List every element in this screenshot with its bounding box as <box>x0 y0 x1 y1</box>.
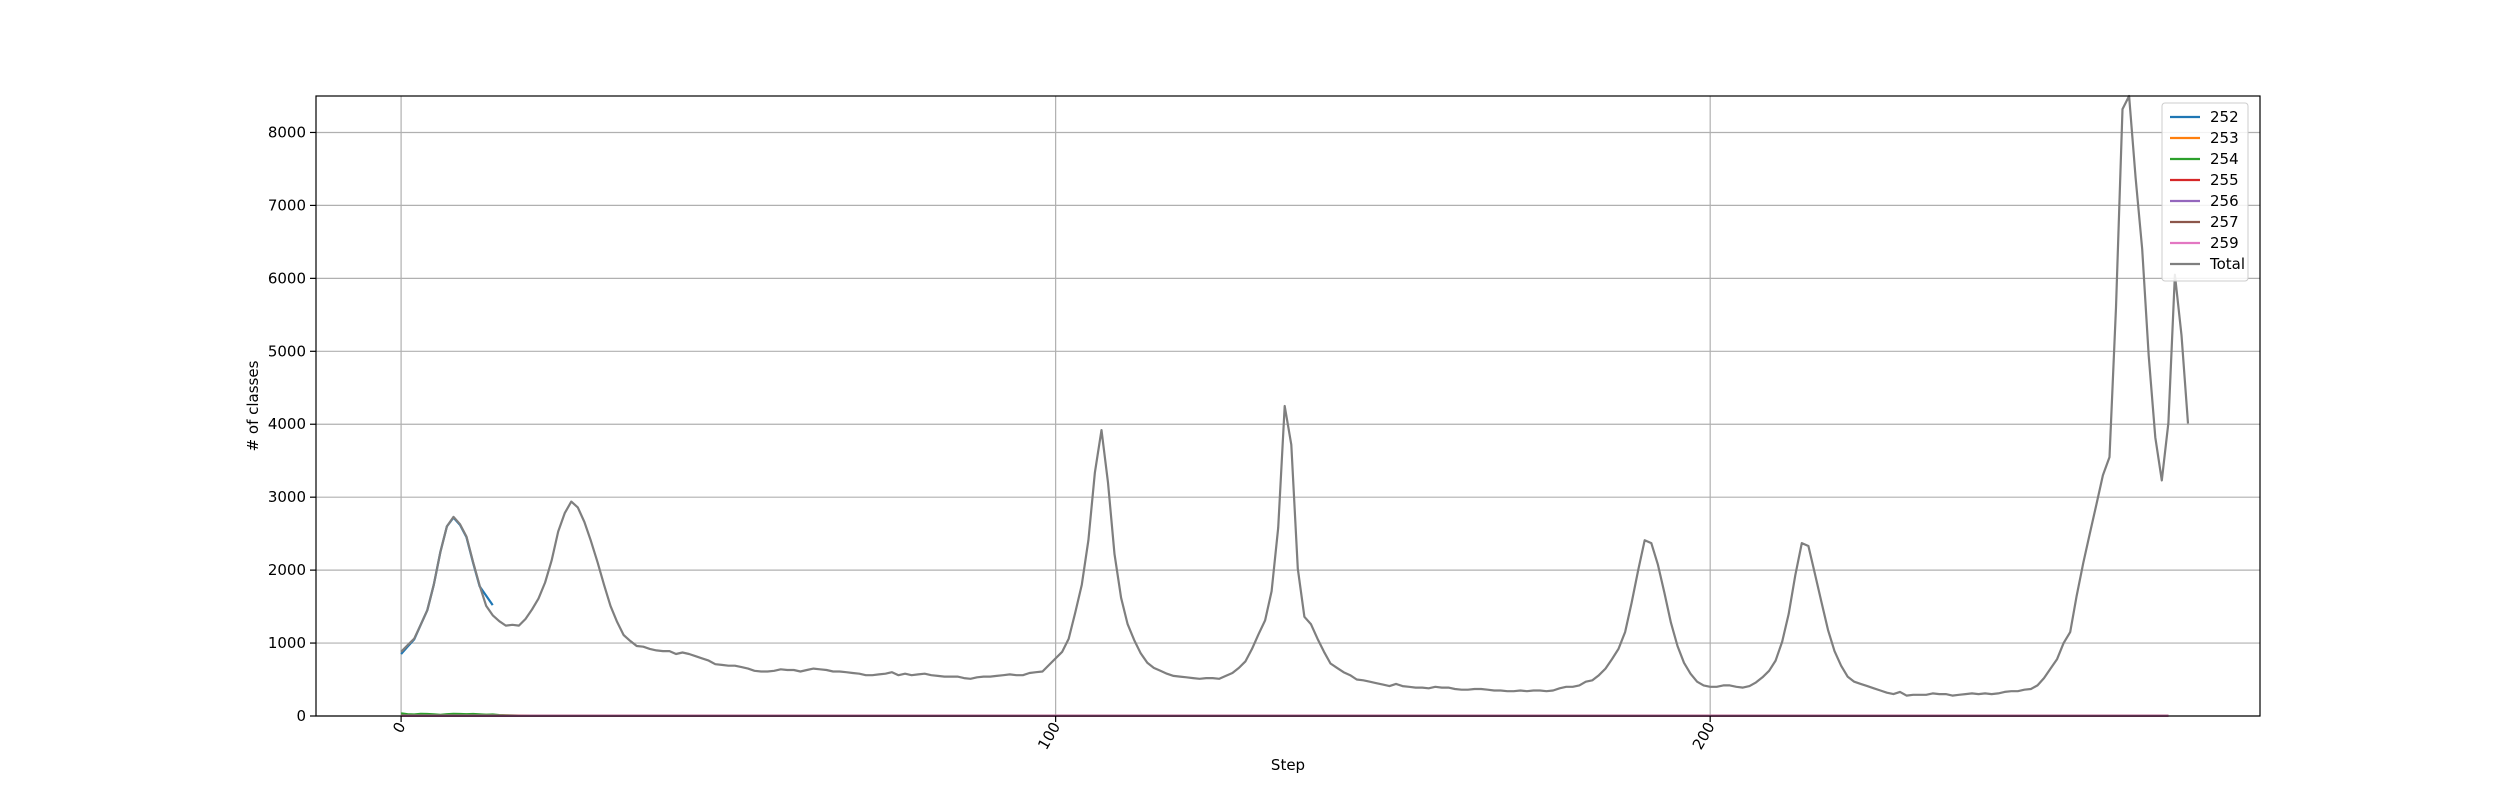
y-tick-label: 5000 <box>268 342 306 360</box>
y-tick-label: 0 <box>296 707 306 725</box>
legend-label: 255 <box>2210 171 2239 189</box>
y-tick-label: 7000 <box>268 196 306 214</box>
y-tick-label: 4000 <box>268 415 306 433</box>
plot-frame <box>315 95 2261 717</box>
y-tick-label: 2000 <box>268 561 306 579</box>
legend-label: Total <box>2209 255 2245 273</box>
y-tick-label: 1000 <box>268 634 306 652</box>
y-axis: 0 1000 2000 3000 4000 5000 6000 7000 8000 <box>268 123 316 725</box>
legend-label: 253 <box>2210 129 2239 147</box>
legend-box <box>2161 102 2249 282</box>
y-tick-label: 8000 <box>268 123 306 141</box>
legend: 252 253 254 255 256 257 259 Total <box>2161 102 2249 282</box>
legend-label: 252 <box>2210 108 2239 126</box>
y-axis-label: # of classes <box>244 360 262 451</box>
legend-label: 256 <box>2210 192 2239 210</box>
series-line-total <box>400 94 2190 697</box>
y-tick-label: 3000 <box>268 488 306 506</box>
legend-label: 259 <box>2210 234 2239 252</box>
y-tick-label: 6000 <box>268 269 306 287</box>
x-axis-label: Step <box>1271 756 1305 774</box>
legend-label: 257 <box>2210 213 2239 231</box>
legend-label: 254 <box>2210 150 2239 168</box>
